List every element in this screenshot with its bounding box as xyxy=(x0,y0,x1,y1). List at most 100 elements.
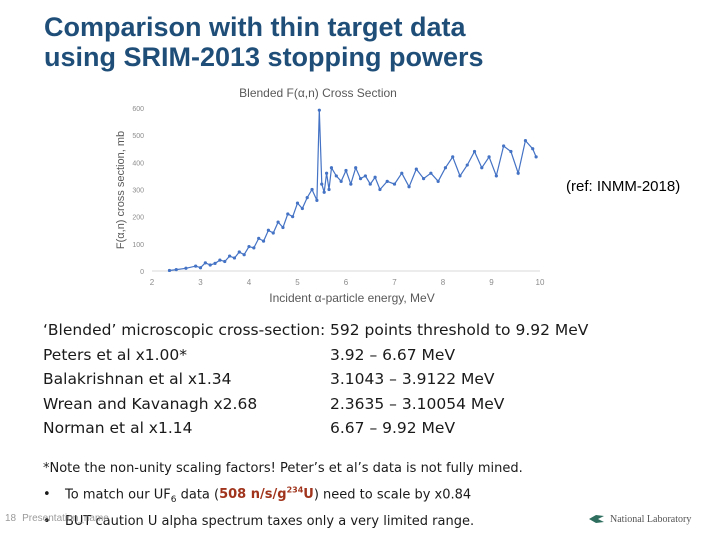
bullet-text: To match our UF xyxy=(65,487,171,503)
data-point xyxy=(322,190,326,194)
data-point xyxy=(167,268,172,273)
y-tick-label: 400 xyxy=(132,160,144,167)
data-point xyxy=(339,179,343,183)
y-tick-label: 600 xyxy=(132,106,144,113)
lab-logo-text: National Laboratory xyxy=(610,513,692,525)
data-point xyxy=(194,264,198,268)
x-axis-label: Incident α-particle energy, MeV xyxy=(269,291,434,305)
bullet-text: BUT caution U alpha spectrum taxes only … xyxy=(65,513,475,529)
x-tick-label: 10 xyxy=(536,278,545,287)
slide-title: Comparison with thin target data using S… xyxy=(44,12,684,72)
detail-row: ‘Blended’ microscopic cross-section: 592 … xyxy=(43,318,588,343)
data-point xyxy=(407,185,411,189)
chart-svg: Blended F(α,n) Cross Section F(α,n) cros… xyxy=(108,80,550,308)
data-point xyxy=(465,163,469,167)
data-point xyxy=(327,187,331,192)
x-tick-label: 8 xyxy=(441,278,446,287)
data-point xyxy=(363,174,367,178)
data-point xyxy=(436,179,440,183)
bullet-marker: • xyxy=(43,487,51,503)
data-point xyxy=(286,212,290,216)
data-point xyxy=(310,187,314,192)
y-tick-label: 300 xyxy=(132,188,144,195)
y-tick-label: 500 xyxy=(132,133,144,140)
data-point xyxy=(223,259,227,264)
data-point xyxy=(315,198,319,202)
data-point xyxy=(237,250,241,254)
superscript: 234 xyxy=(286,486,304,495)
detail-left: Wrean and Kavanagh x2.68 xyxy=(43,394,258,413)
scaling-note: *Note the non-unity scaling factors! Pet… xyxy=(43,458,523,533)
detail-right: 2.3635 – 3.10054 MeV xyxy=(330,394,505,413)
data-point xyxy=(523,139,528,143)
y-axis-label: F(α,n) cross section, mb xyxy=(115,131,127,249)
data-point xyxy=(198,266,203,270)
footer: 18 Presentation_name xyxy=(5,513,109,524)
detail-right: 6.67 – 9.92 MeV xyxy=(330,419,456,437)
data-point xyxy=(392,182,397,186)
subscript: 6 xyxy=(170,494,177,505)
data-point xyxy=(329,166,334,170)
data-point xyxy=(271,231,275,235)
highlight-value: 508 n/s/g234U xyxy=(219,486,314,503)
data-point xyxy=(203,261,207,265)
detail-left: Norman et al x1.14 xyxy=(43,419,193,437)
data-point xyxy=(266,228,270,232)
cross-section-chart: Blended F(α,n) Cross Section F(α,n) cros… xyxy=(108,80,550,308)
presentation-name: Presentation_name xyxy=(22,513,109,524)
chart-title: Blended F(α,n) Cross Section xyxy=(239,86,397,100)
data-point xyxy=(534,155,538,159)
data-point xyxy=(422,177,426,181)
data-point xyxy=(451,155,455,159)
detail-row: Balakrishnan et al x1.34 3.1043 – 3.9122 … xyxy=(43,367,588,392)
detail-left: Balakrishnan et al x1.34 xyxy=(43,370,232,388)
title-line-2: using SRIM-2013 stopping powers xyxy=(44,42,484,72)
data-point xyxy=(531,147,535,151)
x-tick-label: 4 xyxy=(247,278,252,287)
x-tick-label: 9 xyxy=(489,278,494,287)
chart-background xyxy=(108,80,550,308)
data-point xyxy=(218,258,222,262)
data-point xyxy=(208,263,212,267)
data-point xyxy=(247,244,251,249)
data-point xyxy=(291,215,295,219)
y-tick-label: 100 xyxy=(132,242,144,249)
cross-section-details: ‘Blended’ microscopic cross-section: 592 … xyxy=(43,318,588,441)
data-point xyxy=(213,261,217,265)
data-point xyxy=(257,236,261,240)
data-point xyxy=(487,155,491,159)
data-point xyxy=(502,144,506,148)
series-group xyxy=(167,108,538,273)
x-tick-label: 6 xyxy=(344,278,349,287)
data-point xyxy=(358,177,363,181)
data-point xyxy=(385,179,389,183)
title-line-1: Comparison with thin target data xyxy=(44,12,466,42)
x-tick-label: 3 xyxy=(198,278,203,287)
data-point xyxy=(317,108,321,112)
page-number: 18 xyxy=(5,513,17,524)
note-line: *Note the non-unity scaling factors! Pet… xyxy=(43,461,523,476)
data-point xyxy=(334,174,338,178)
detail-left: ‘Blended’ microscopic cross-section: xyxy=(43,321,326,339)
detail-row: Norman et al x1.14 6.67 – 9.92 MeV xyxy=(43,416,588,441)
x-tick-label: 2 xyxy=(150,278,155,287)
bullet-text: ) need to scale by x0.84 xyxy=(313,487,472,503)
data-point xyxy=(458,174,462,178)
reference-note: (ref: INMM-2018) xyxy=(566,178,681,195)
data-point xyxy=(325,171,329,175)
data-point xyxy=(373,175,377,179)
bullet-marker: • xyxy=(43,513,51,529)
highlight-text: 508 n/s/g xyxy=(219,487,287,503)
detail-right: 3.92 – 6.67 MeV xyxy=(330,345,456,364)
y-ticks: 0 100 200 300 400 500 600 xyxy=(132,106,144,276)
data-point xyxy=(516,171,520,175)
data-point xyxy=(261,239,266,243)
y-tick-label: 0 xyxy=(140,269,144,276)
data-point xyxy=(281,225,285,230)
data-point xyxy=(174,268,178,272)
detail-row: Wrean and Kavanagh x2.68 2.3635 – 3.10054… xyxy=(43,392,588,417)
bullet-text: data ( xyxy=(176,487,220,503)
data-point xyxy=(344,168,348,173)
data-point xyxy=(494,174,498,178)
lab-logo-icon xyxy=(589,515,604,523)
